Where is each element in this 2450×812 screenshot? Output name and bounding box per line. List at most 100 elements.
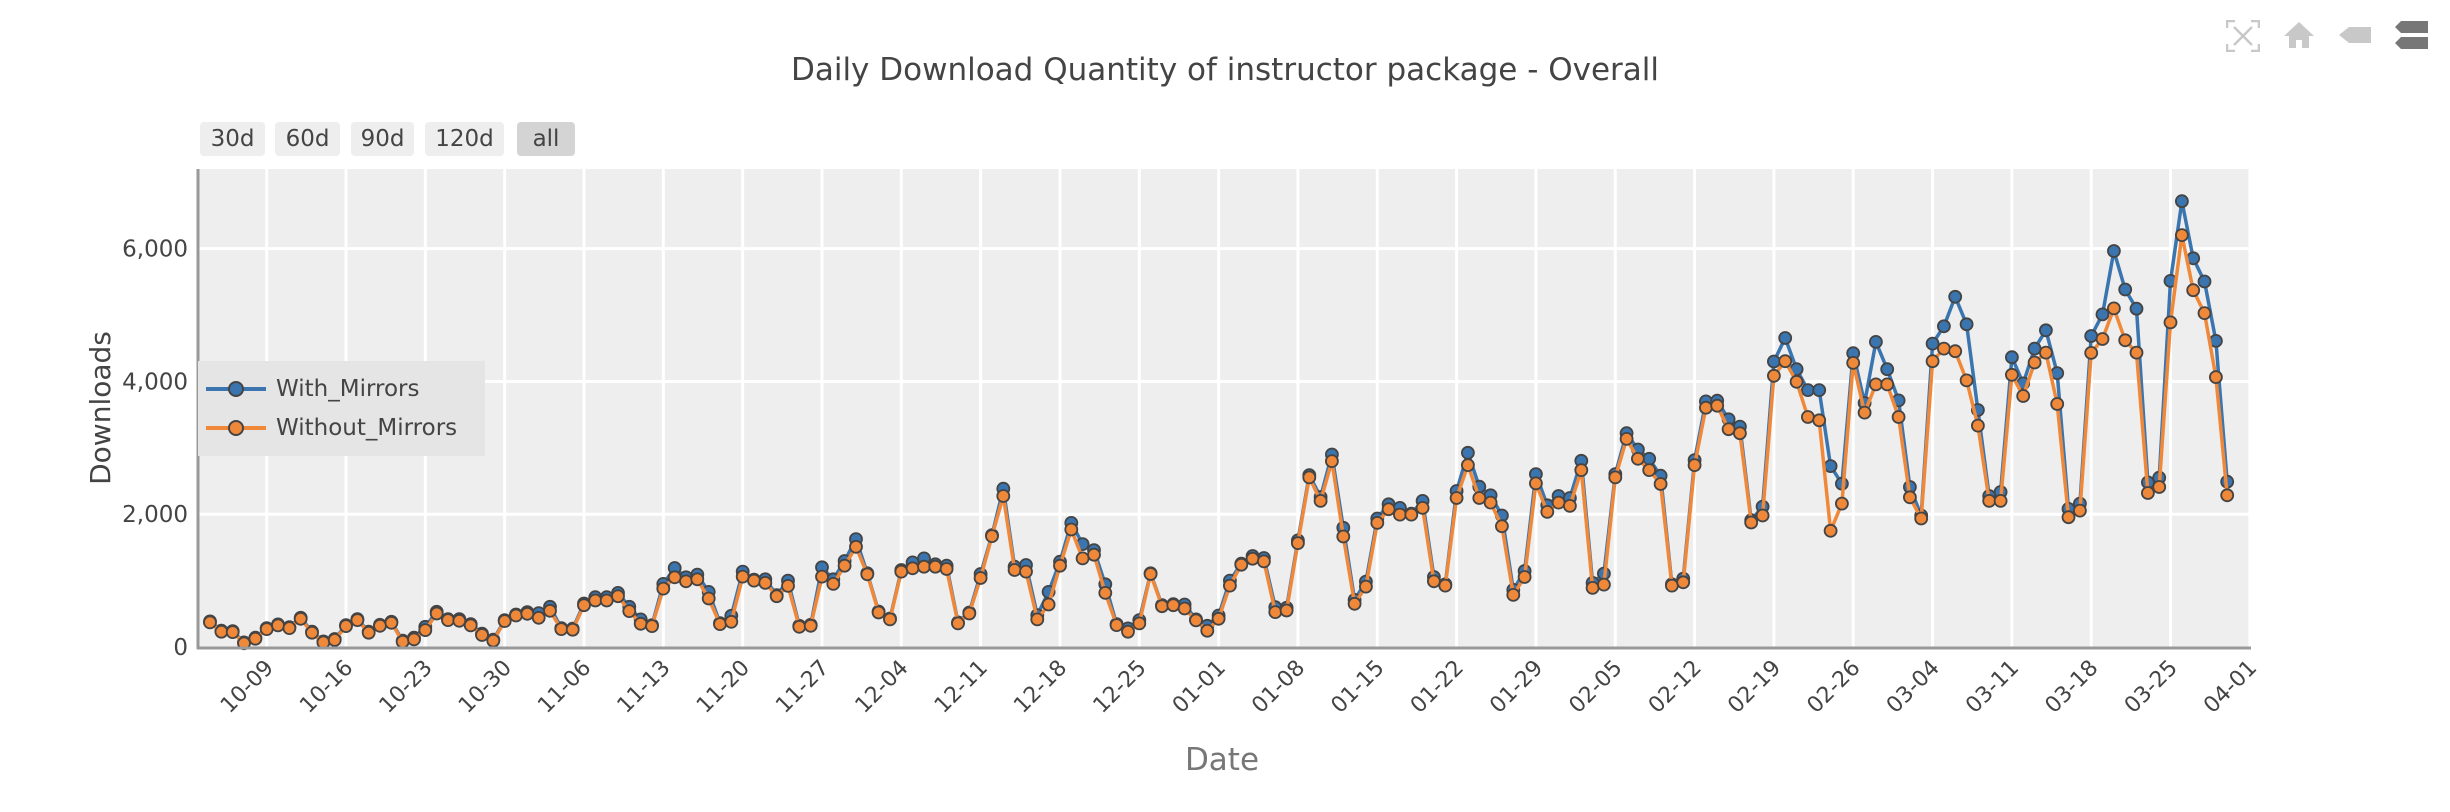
data-point[interactable]: [1540, 504, 1555, 519]
data-point[interactable]: [1449, 491, 1464, 505]
data-point[interactable]: [1778, 331, 1793, 345]
data-point[interactable]: [2027, 355, 2042, 370]
data-point[interactable]: [962, 606, 977, 621]
data-point[interactable]: [1642, 451, 1657, 466]
data-point[interactable]: [815, 569, 829, 584]
data-point[interactable]: [1755, 508, 1770, 523]
data-point[interactable]: [520, 606, 535, 621]
data-point[interactable]: [1189, 613, 1203, 628]
data-point[interactable]: [1041, 597, 1056, 612]
data-point[interactable]: [1506, 588, 1521, 602]
data-point[interactable]: [1959, 317, 1974, 332]
data-point[interactable]: [259, 622, 274, 636]
data-point[interactable]: [531, 610, 546, 625]
data-point[interactable]: [2084, 329, 2099, 343]
data-point[interactable]: [395, 634, 410, 649]
data-point[interactable]: [939, 562, 954, 576]
data-point[interactable]: [203, 615, 217, 630]
data-point[interactable]: [1019, 564, 1033, 579]
data-point[interactable]: [1155, 599, 1169, 614]
data-point[interactable]: [225, 625, 240, 639]
autoscale-icon[interactable]: [2225, 19, 2261, 53]
reset-axes-home-icon[interactable]: [2282, 20, 2316, 50]
data-point[interactable]: [1563, 498, 1577, 513]
data-point[interactable]: [1177, 601, 1192, 616]
data-point[interactable]: [871, 605, 886, 620]
data-point[interactable]: [361, 625, 376, 640]
data-point[interactable]: [1223, 578, 1237, 593]
data-point[interactable]: [701, 591, 716, 606]
data-point[interactable]: [2005, 350, 2019, 365]
range-button-60d[interactable]: 60d: [275, 122, 340, 156]
data-point[interactable]: [951, 616, 965, 631]
data-point[interactable]: [1098, 586, 1113, 600]
data-point[interactable]: [803, 618, 818, 633]
data-point[interactable]: [577, 598, 591, 613]
data-point[interactable]: [2106, 301, 2121, 316]
data-point[interactable]: [1393, 507, 1407, 522]
data-point[interactable]: [1109, 618, 1124, 632]
data-point[interactable]: [1971, 418, 1985, 433]
data-point[interactable]: [2220, 488, 2235, 503]
data-point[interactable]: [1846, 355, 1861, 370]
data-point[interactable]: [1619, 431, 1634, 446]
data-point[interactable]: [486, 633, 501, 648]
data-point[interactable]: [747, 573, 761, 588]
data-point[interactable]: [2084, 345, 2099, 360]
data-point[interactable]: [2050, 397, 2065, 411]
data-point[interactable]: [894, 564, 909, 579]
data-point[interactable]: [769, 589, 784, 604]
data-point[interactable]: [248, 631, 263, 646]
data-point[interactable]: [826, 577, 841, 591]
data-point[interactable]: [917, 559, 931, 574]
data-point[interactable]: [2095, 307, 2110, 322]
data-point[interactable]: [1710, 398, 1725, 413]
data-point[interactable]: [2118, 333, 2133, 348]
data-point[interactable]: [1857, 405, 1872, 420]
data-point[interactable]: [509, 608, 523, 623]
data-point[interactable]: [1880, 377, 1895, 392]
data-point[interactable]: [1993, 493, 2008, 508]
data-point[interactable]: [1166, 598, 1181, 613]
data-point[interactable]: [1211, 611, 1226, 626]
data-point[interactable]: [611, 589, 625, 604]
range-button-90d[interactable]: 90d: [351, 122, 414, 156]
data-point[interactable]: [1767, 368, 1781, 383]
data-point[interactable]: [2072, 503, 2087, 518]
data-point[interactable]: [1665, 578, 1679, 593]
data-point[interactable]: [1823, 459, 1838, 474]
data-point[interactable]: [384, 615, 399, 630]
data-point[interactable]: [1733, 426, 1747, 441]
data-point[interactable]: [1801, 410, 1815, 424]
data-point[interactable]: [2174, 194, 2189, 209]
data-point[interactable]: [1483, 495, 1498, 510]
data-point[interactable]: [2005, 367, 2019, 382]
data-point[interactable]: [2140, 486, 2155, 500]
data-point[interactable]: [475, 628, 489, 642]
data-point[interactable]: [679, 574, 693, 589]
data-point[interactable]: [1325, 454, 1339, 469]
data-point[interactable]: [860, 567, 875, 582]
data-point[interactable]: [2174, 228, 2189, 243]
data-point[interactable]: [2129, 345, 2144, 360]
data-point[interactable]: [418, 623, 433, 637]
data-point[interactable]: [1279, 603, 1294, 618]
data-point[interactable]: [837, 558, 852, 573]
data-point[interactable]: [1585, 581, 1600, 595]
data-point[interactable]: [1359, 579, 1373, 594]
compare-hover-icon[interactable]: [2394, 20, 2428, 50]
data-point[interactable]: [792, 619, 807, 634]
data-point[interactable]: [1778, 354, 1793, 369]
data-point[interactable]: [1268, 605, 1283, 619]
data-point[interactable]: [1529, 476, 1543, 491]
data-point[interactable]: [1415, 500, 1430, 515]
data-point[interactable]: [214, 624, 229, 639]
data-point[interactable]: [1937, 319, 1951, 334]
data-point[interactable]: [928, 559, 943, 574]
data-point[interactable]: [849, 539, 863, 554]
range-button-120d[interactable]: 120d: [425, 122, 504, 156]
data-point[interactable]: [339, 619, 353, 633]
data-point[interactable]: [1234, 557, 1249, 572]
data-point[interactable]: [1880, 362, 1895, 377]
data-point[interactable]: [497, 614, 512, 628]
